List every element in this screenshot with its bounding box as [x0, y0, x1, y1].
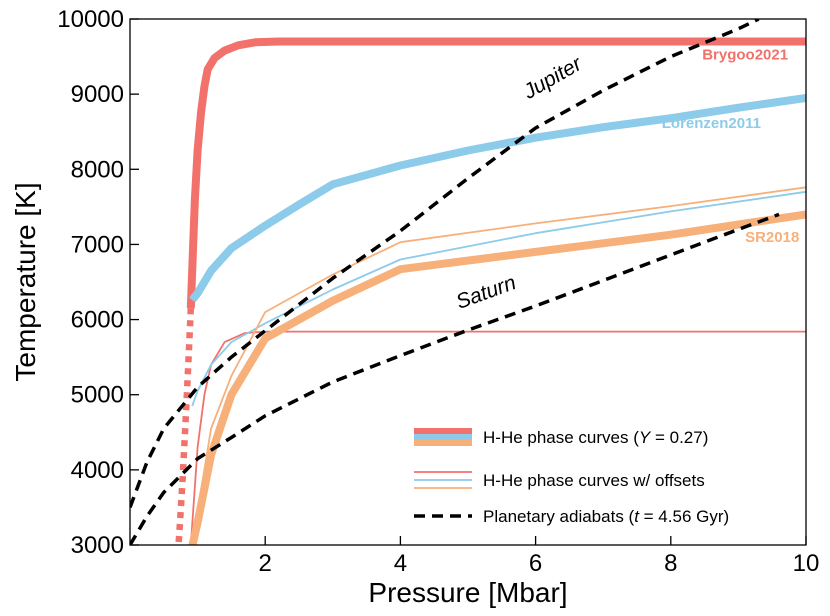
legend-label: H-He phase curves w/ offsets: [483, 471, 705, 490]
plot-frame: [129, 18, 807, 546]
y-tick-label: 6000: [71, 307, 124, 334]
series-sr2018: [188, 210, 806, 545]
y-tick-label: 10000: [57, 6, 124, 33]
x-tick-label: 6: [529, 550, 542, 577]
legend: H-He phase curves (Y = 0.27) H-He phase c…: [414, 428, 729, 526]
curve-label: SR2018: [745, 229, 799, 246]
series-sr2018-w-offset: [190, 186, 806, 545]
legend-label: Planetary adiabats (t = 4.56 Gyr): [483, 507, 729, 526]
y-tick-label: 8000: [71, 156, 124, 183]
series-lorenzen2011-w-offset: [191, 190, 806, 407]
planet-label: Saturn: [453, 271, 519, 314]
data-series: [130, 19, 806, 545]
curve-label: Lorenzen2011: [662, 115, 761, 132]
x-tick-label: 8: [664, 550, 677, 577]
axes-ticks: [130, 18, 807, 546]
series-jupiter-adiabat: [130, 19, 760, 509]
planet-label: Jupiter: [519, 52, 587, 104]
series-saturn-adiabat: [130, 212, 780, 545]
y-tick-label: 9000: [71, 81, 124, 108]
y-tick-label: 3000: [71, 532, 124, 559]
x-tick-label: 2: [259, 550, 272, 577]
curve-labels: Brygoo2021 Lorenzen2011 SR2018 Jupiter Satur…: [453, 47, 799, 314]
tick-labels: 2 4 6 8 10 3000 4000 5000 6000 7000 8000 9000 10000: [57, 6, 819, 577]
series-brygoo2021: [186, 37, 806, 309]
y-tick-label: 7000: [71, 231, 124, 258]
y-axis-title: Temperature [K]: [10, 182, 41, 381]
y-tick-label: 4000: [71, 457, 124, 484]
series-lorenzen2011: [189, 93, 806, 303]
legend-label: H-He phase curves (Y = 0.27): [483, 428, 708, 447]
x-tick-label: 4: [394, 550, 407, 577]
x-axis-title: Pressure [Mbar]: [368, 577, 567, 608]
y-tick-label: 5000: [71, 382, 124, 409]
curve-label: Brygoo2021: [702, 47, 788, 64]
x-tick-label: 10: [793, 550, 820, 577]
series-brygoo2021-extrapolation: [175, 308, 195, 545]
